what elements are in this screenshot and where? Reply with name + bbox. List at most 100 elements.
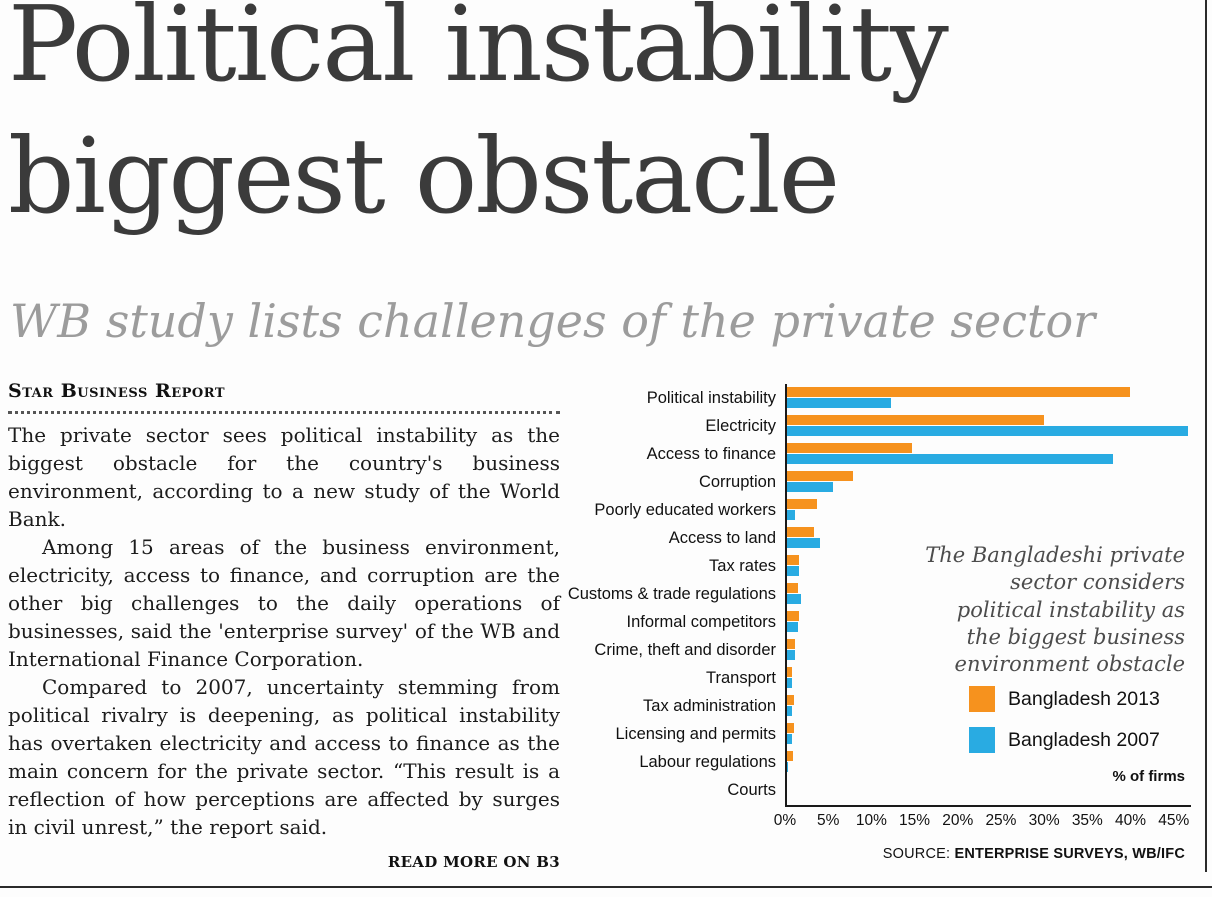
article-paragraph: Compared to 2007, uncertainty stemming f… (8, 675, 560, 839)
chart-row: Access to finance (565, 440, 1197, 468)
chart-rows: Political instability Electricity Access t… (565, 384, 1197, 804)
x-tick-label: 20% (942, 812, 974, 829)
chart-category-label: Corruption (698, 473, 776, 491)
x-tick-label: 40% (1115, 812, 1147, 829)
chart-bar-group (785, 692, 1197, 720)
bar-2013 (785, 583, 799, 593)
x-tick-label: 0% (773, 812, 797, 829)
x-tick-label: 45% (1158, 812, 1190, 829)
chart-bar-group (785, 552, 1197, 580)
chart-category-label: Courts (727, 781, 776, 799)
source-text: ENTERPRISE SURVEYS, WB/IFC (954, 846, 1185, 862)
bar-2007 (785, 650, 795, 660)
x-tick-label: 15% (899, 812, 931, 829)
bar-chart: Political instability Electricity Access t… (565, 384, 1197, 889)
chart-category-label: Tax rates (709, 557, 776, 575)
bar-2013 (785, 695, 794, 705)
chart-row: Customs & trade regulations (565, 580, 1197, 608)
bar-2013 (785, 555, 800, 565)
x-axis-line (785, 805, 1191, 807)
x-tick-label: 35% (1071, 812, 1103, 829)
chart-row: Licensing and permits (565, 720, 1197, 748)
chart-category-label: Access to land (668, 529, 776, 547)
bar-2007 (785, 510, 795, 520)
chart-bar-group (785, 384, 1197, 412)
chart-legend: Bangladesh 2013 Bangladesh 2007 % of fir… (969, 686, 1185, 785)
bar-2007 (785, 594, 801, 604)
bar-2013 (785, 723, 794, 733)
chart-category-label: Access to finance (646, 445, 776, 463)
chart-row: Poorly educated workers (565, 496, 1197, 524)
bar-2013 (785, 471, 854, 481)
chart-row: Tax rates (565, 552, 1197, 580)
column-rule (1205, 0, 1207, 872)
bar-2013 (785, 499, 817, 509)
headline-line-2: biggest obstacle (8, 115, 840, 238)
x-tick-label: 5% (816, 812, 840, 829)
legend-item-2007: Bangladesh 2007 (969, 727, 1185, 753)
article-paragraph: Among 15 areas of the business environme… (8, 535, 560, 671)
bar-2013 (785, 611, 800, 621)
bar-2013 (785, 751, 793, 761)
chart-bar-group (785, 580, 1197, 608)
chart-category-label: Poorly educated workers (594, 501, 776, 519)
bar-2013 (785, 639, 795, 649)
bar-2013 (785, 415, 1044, 425)
headline-line-1: Political instability (8, 0, 949, 105)
chart-row: Informal competitors (565, 608, 1197, 636)
bar-2013 (785, 527, 814, 537)
x-axis-ticks: 0% 5% 10% 15% 20% 25% 30% 35% 40% 45% (774, 812, 1191, 832)
article-column: Star Business Report The private sector … (8, 380, 560, 871)
bar-2007 (785, 454, 1113, 464)
chart-row: Corruption (565, 468, 1197, 496)
x-tick-label: 30% (1028, 812, 1060, 829)
chart-row: Crime, theft and disorder (565, 636, 1197, 664)
chart-category-label: Licensing and permits (615, 725, 776, 743)
chart-category-label: Informal competitors (626, 613, 776, 631)
bar-2007 (785, 706, 792, 716)
bar-2007 (785, 566, 800, 576)
bar-2007 (785, 622, 799, 632)
x-tick-label: 25% (985, 812, 1017, 829)
chart-category-label: Crime, theft and disorder (594, 641, 776, 659)
chart-bar-group (785, 496, 1197, 524)
chart-bar-group (785, 440, 1197, 468)
chart-row: Transport (565, 664, 1197, 692)
x-tick-label: 10% (855, 812, 887, 829)
chart-bar-group (785, 664, 1197, 692)
legend-label-2007: Bangladesh 2007 (1008, 728, 1160, 751)
legend-label-2013: Bangladesh 2013 (1008, 687, 1160, 710)
chart-category-label: Tax administration (643, 697, 776, 715)
chart-row: Access to land (565, 524, 1197, 552)
chart-bar-group (785, 412, 1197, 440)
byline: Star Business Report (8, 380, 225, 402)
bar-2013 (785, 387, 1131, 397)
chart-category-label: Electricity (705, 417, 776, 435)
read-more-note: READ MORE ON B3 (387, 853, 560, 871)
bar-2007 (785, 678, 792, 688)
chart-row: Electricity (565, 412, 1197, 440)
chart-bar-group (785, 720, 1197, 748)
bar-2007 (785, 482, 834, 492)
bar-2007 (785, 398, 892, 408)
unit-label: % of firms (1112, 768, 1185, 785)
chart-bar-group (785, 468, 1197, 496)
subheadline: WB study lists challenges of the private… (10, 294, 1096, 348)
chart-bar-group (785, 608, 1197, 636)
chart-row: Political instability (565, 384, 1197, 412)
source-line: SOURCE: ENTERPRISE SURVEYS, WB/IFC (883, 846, 1185, 862)
chart-category-label: Transport (706, 669, 776, 687)
bar-2007 (785, 426, 1189, 436)
dotted-divider (8, 411, 560, 414)
bar-2007 (785, 734, 792, 744)
chart-bar-group (785, 636, 1197, 664)
chart-bar-group (785, 524, 1197, 552)
chart-row: Tax administration (565, 692, 1197, 720)
bar-2013 (785, 667, 792, 677)
chart-category-label: Political instability (646, 389, 776, 407)
chart-category-label: Customs & trade regulations (567, 585, 776, 603)
bar-2007 (785, 538, 821, 548)
chart-category-label: Labour regulations (639, 753, 776, 771)
bottom-rule (0, 886, 1212, 888)
